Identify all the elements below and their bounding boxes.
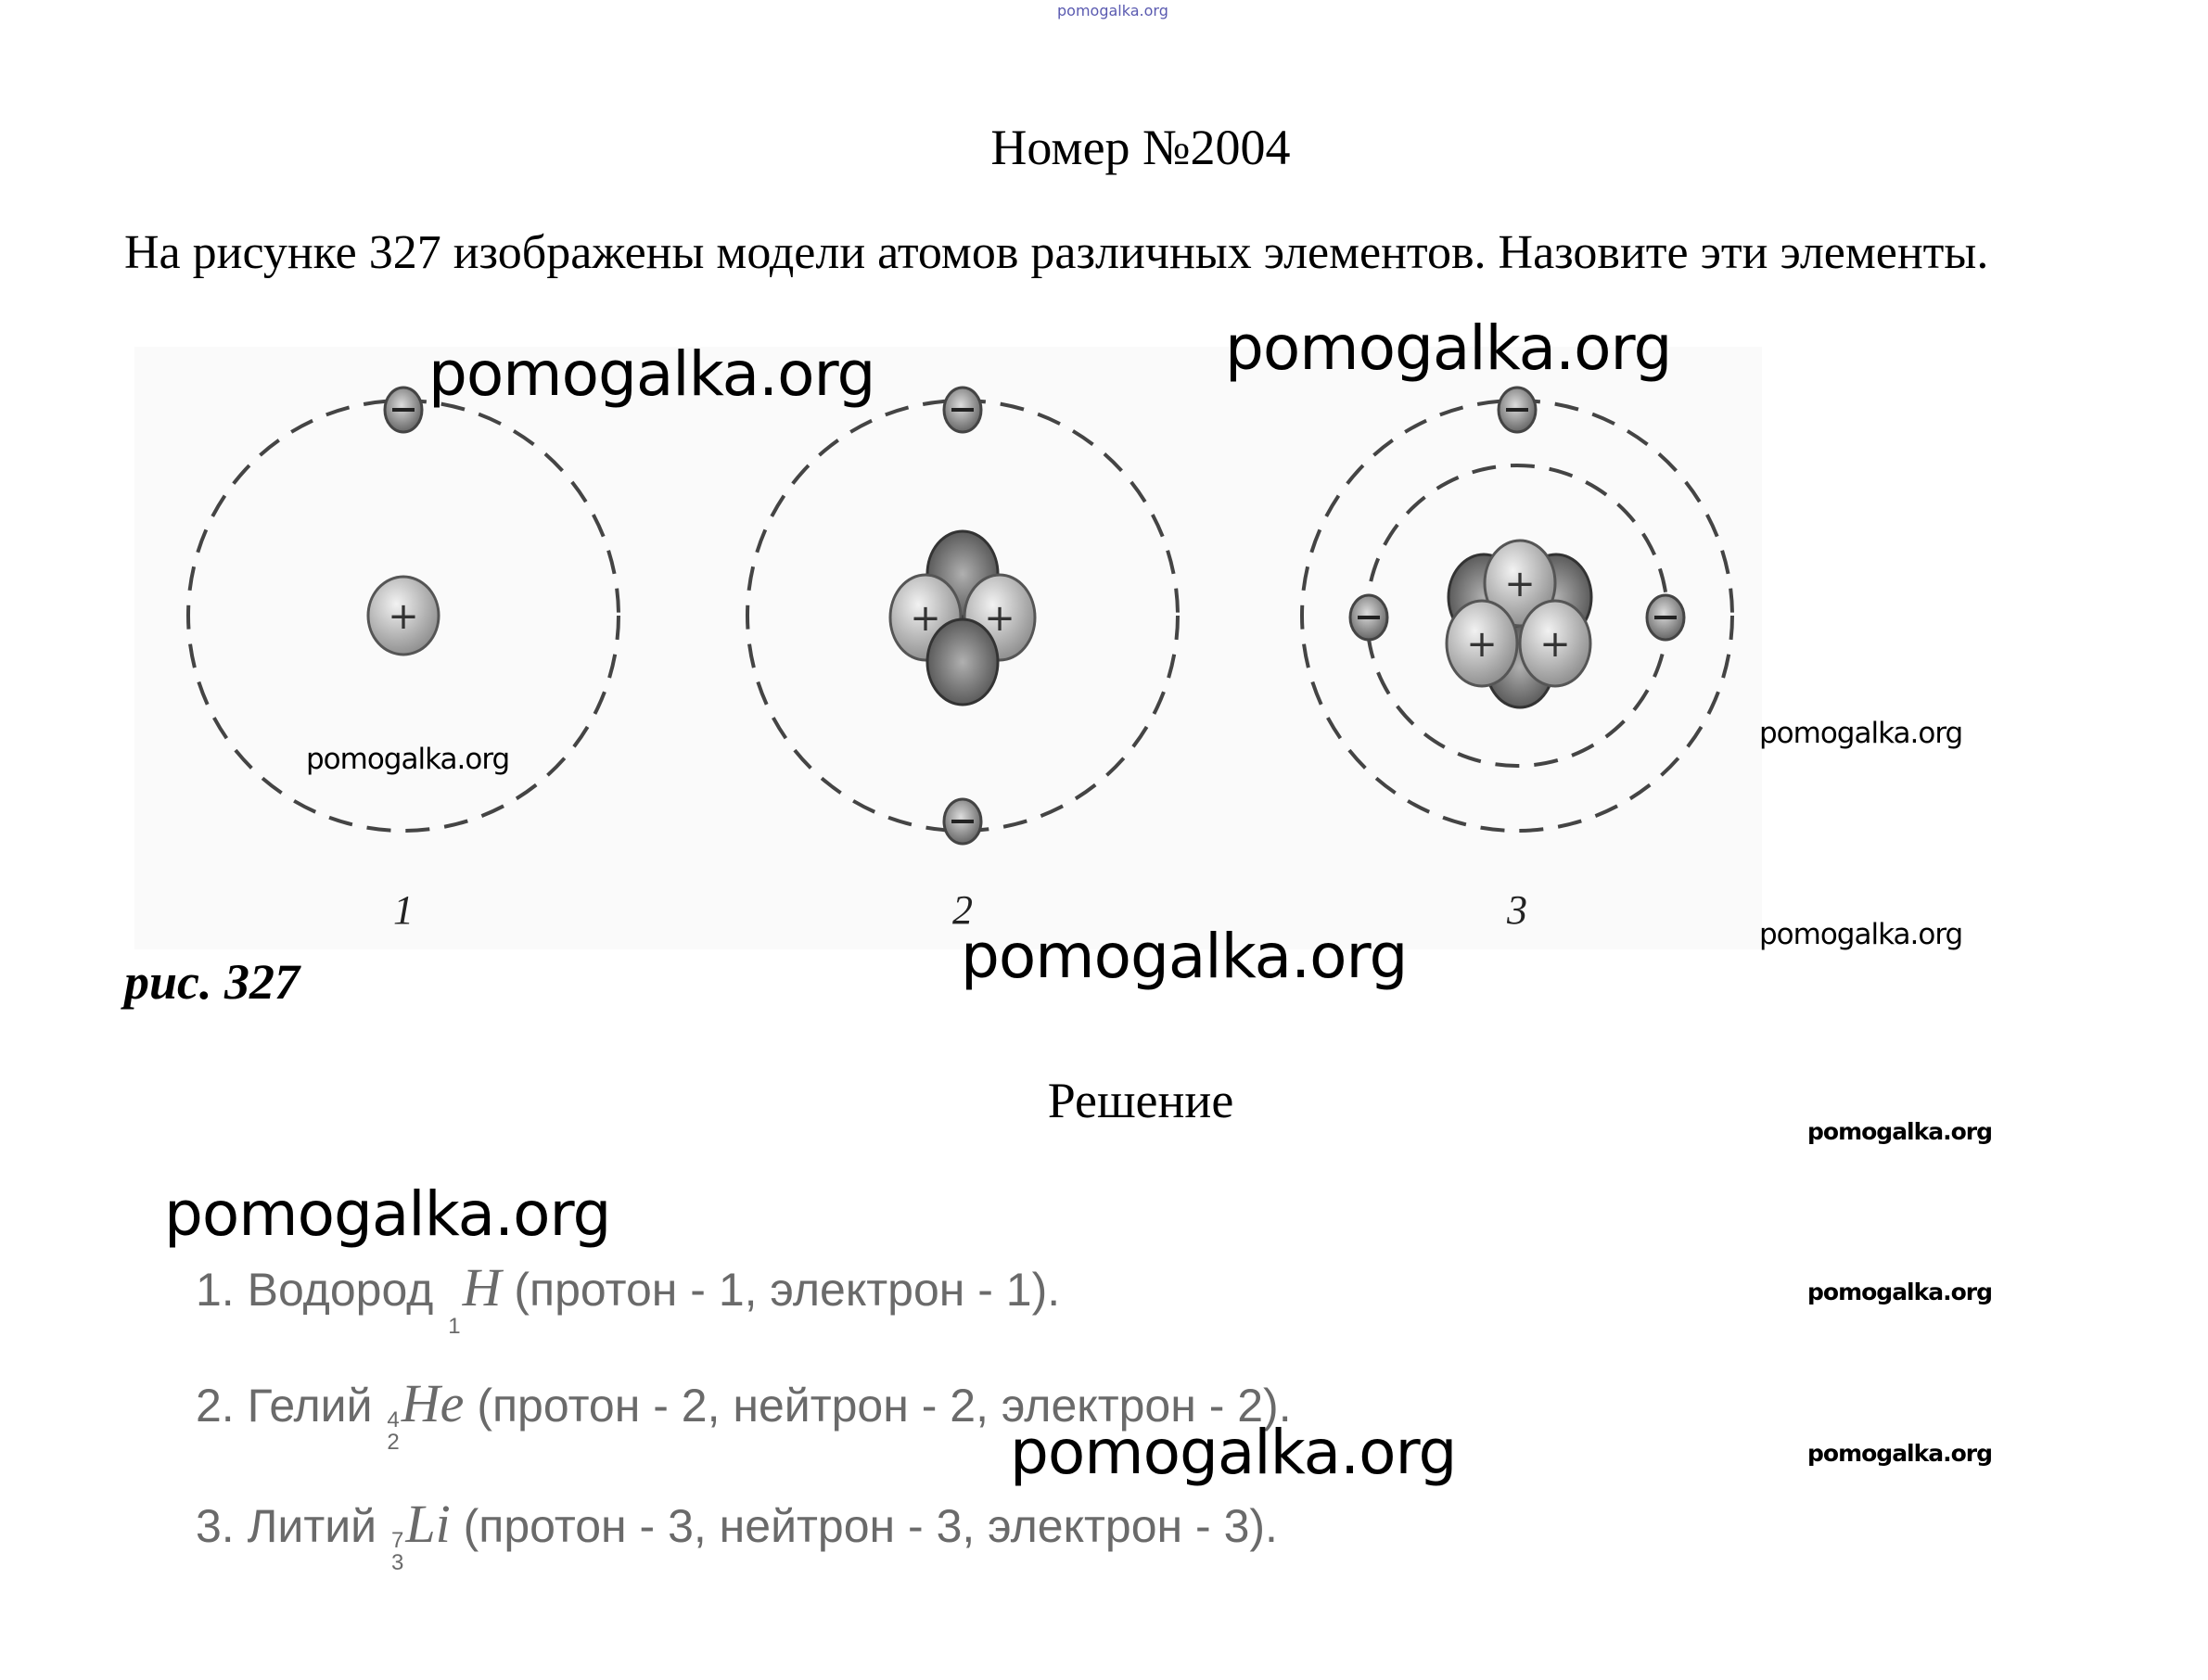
answer-text: (протон - 1, электрон - 1). (514, 1264, 1061, 1316)
electron (1645, 593, 1686, 642)
answer-prefix: 3. Литий (196, 1500, 377, 1552)
watermark: pomogalka.org (1807, 1279, 1993, 1305)
svg-text:+: + (1466, 623, 1498, 666)
electron (942, 797, 983, 846)
atom-1-hydrogen: + (186, 386, 620, 833)
atom-label-3: 3 (1506, 887, 1527, 933)
atom-3-lithium: + + + (1300, 386, 1734, 833)
answer-text: (протон - 2, нейтрон - 2, электрон - 2). (477, 1380, 1292, 1432)
proton: + (1483, 539, 1557, 628)
watermark: pomogalka.org (306, 743, 510, 776)
svg-text:+: + (388, 595, 419, 638)
electron (942, 386, 983, 434)
answer-prefix: 1. Водород (196, 1264, 434, 1316)
svg-text:+: + (1539, 623, 1571, 666)
proton: + (1518, 599, 1592, 688)
page-title: Номер №2004 (990, 120, 1291, 175)
element-symbol: Li (405, 1494, 451, 1554)
answer-3: 3. Литий 7 3 Li (протон - 3, нейтрон - 3, … (196, 1493, 1278, 1574)
isotope-indices: 1 (448, 1314, 461, 1339)
header-watermark[interactable]: pomogalka.org (1057, 2, 1168, 19)
task-text: На рисунке 327 изображены модели атомов … (124, 226, 1989, 279)
watermark: pomogalka.org (1225, 312, 1672, 384)
atom-label-1: 1 (393, 887, 414, 933)
answer-prefix: 2. Гелий (196, 1380, 373, 1432)
electron (383, 386, 424, 434)
electron (1348, 593, 1389, 642)
neutron (925, 617, 1000, 706)
proton: + (366, 575, 440, 656)
answer-text: (протон - 3, нейтрон - 3, электрон - 3). (463, 1500, 1278, 1552)
element-symbol: He (401, 1373, 465, 1433)
answer-2: 2. Гелий 4 2 He (протон - 2, нейтрон - 2, … (196, 1372, 1292, 1454)
element-symbol: H (462, 1257, 502, 1317)
watermark: pomogalka.org (428, 338, 875, 410)
electron (1497, 386, 1538, 434)
svg-text:+: + (1504, 563, 1536, 605)
watermark: pomogalka.org (1759, 918, 1963, 951)
watermark: pomogalka.org (1759, 717, 1963, 750)
figure-caption: рис. 327 (124, 954, 300, 1010)
watermark: pomogalka.org (1807, 1440, 1993, 1467)
watermark: pomogalka.org (961, 921, 1408, 992)
atom-2-helium: + + (746, 386, 1180, 846)
watermark: pomogalka.org (1010, 1417, 1457, 1488)
watermark: pomogalka.org (164, 1178, 611, 1250)
atom-models-figure: + + + + + + 1 2 3 (134, 347, 1762, 949)
watermark: pomogalka.org (1807, 1118, 1993, 1145)
solution-title: Решение (1047, 1073, 1234, 1128)
proton: + (1445, 599, 1519, 688)
atom-label-2: 2 (952, 887, 973, 933)
